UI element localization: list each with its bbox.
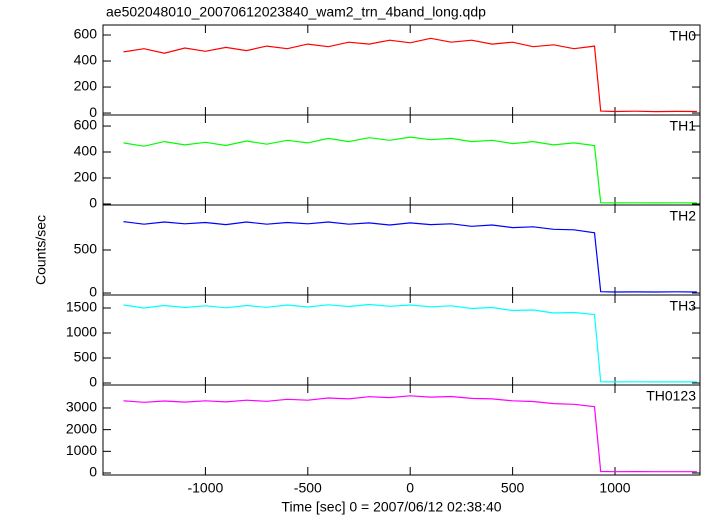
y-tick-label: 600 bbox=[74, 117, 98, 133]
panel-frame bbox=[102, 114, 701, 206]
y-tick-label: 400 bbox=[74, 52, 98, 68]
data-line bbox=[123, 37, 697, 113]
y-tick-label: 0 bbox=[89, 284, 97, 300]
y-tick-label: 500 bbox=[74, 349, 98, 365]
y-tick-label: 3000 bbox=[66, 399, 97, 415]
x-tick-label: -1000 bbox=[187, 480, 223, 496]
y-tick-label: 600 bbox=[74, 26, 98, 42]
y-tick-label: 200 bbox=[74, 78, 98, 94]
data-line bbox=[123, 395, 697, 473]
series-label: TH0 bbox=[670, 28, 697, 44]
x-tick-label: 1000 bbox=[599, 480, 630, 496]
y-tick-label: 0 bbox=[89, 464, 97, 480]
series-label: TH0123 bbox=[646, 388, 696, 404]
data-line bbox=[123, 136, 697, 204]
x-axis-label: Time [sec] 0 = 2007/06/12 02:38:40 bbox=[281, 499, 501, 515]
data-line bbox=[123, 303, 697, 383]
y-tick-label: 2000 bbox=[66, 420, 97, 436]
panel-frame bbox=[102, 294, 701, 386]
chart-title: ae502048010_20070612023840_wam2_trn_4ban… bbox=[106, 4, 486, 20]
panel-frame bbox=[102, 384, 701, 476]
y-tick-label: 1500 bbox=[66, 299, 97, 315]
data-line bbox=[123, 221, 697, 293]
series-label: TH2 bbox=[670, 208, 697, 224]
y-tick-label: 0 bbox=[89, 195, 97, 211]
series-label: TH1 bbox=[670, 118, 697, 134]
x-tick-label: 0 bbox=[406, 480, 414, 496]
series-label: TH3 bbox=[670, 298, 697, 314]
y-tick-label: 1000 bbox=[66, 442, 97, 458]
y-tick-label: 0 bbox=[89, 374, 97, 390]
y-axis-label: Counts/sec bbox=[33, 215, 49, 285]
panel-frame bbox=[102, 204, 701, 296]
y-tick-label: 0 bbox=[89, 104, 97, 120]
x-tick-label: -500 bbox=[294, 480, 322, 496]
x-tick-label: 500 bbox=[501, 480, 525, 496]
y-tick-label: 200 bbox=[74, 169, 98, 185]
y-tick-label: 1000 bbox=[66, 324, 97, 340]
y-tick-label: 500 bbox=[74, 241, 98, 257]
y-tick-label: 400 bbox=[74, 143, 98, 159]
panel-frame bbox=[102, 24, 701, 116]
